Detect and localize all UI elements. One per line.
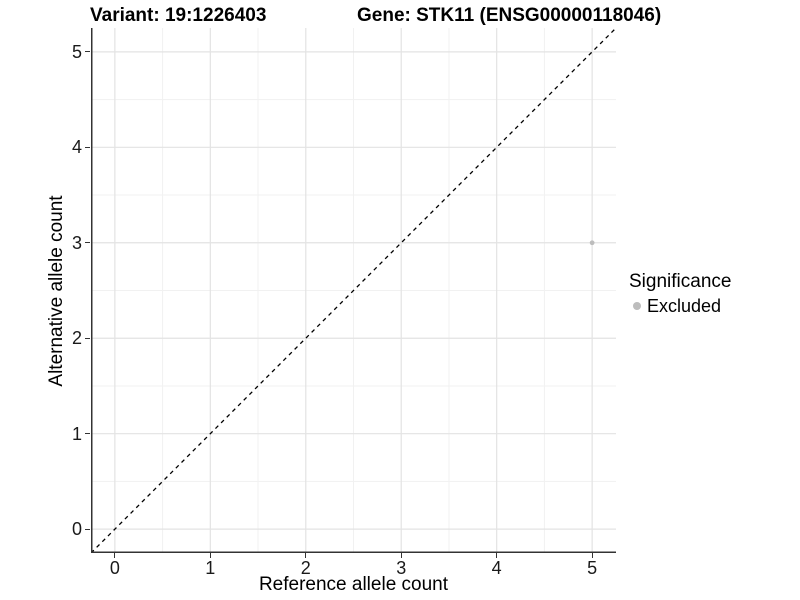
y-tick-mark — [85, 51, 90, 53]
legend-entry-excluded: Excluded — [629, 296, 731, 316]
legend: Significance Excluded — [629, 271, 731, 316]
plot-title-gene: Gene: STK11 (ENSG00000118046) — [357, 5, 662, 26]
legend-title: Significance — [629, 271, 732, 292]
y-tick-label: 4 — [71, 137, 82, 158]
y-tick-mark — [85, 242, 90, 244]
legend-point-marker-icon — [633, 302, 641, 310]
x-tick-label: 1 — [205, 558, 216, 578]
data-point-excluded — [589, 240, 595, 246]
x-tick-mark — [496, 553, 498, 558]
y-tick-mark — [85, 337, 90, 339]
y-tick-label: 5 — [71, 41, 82, 62]
y-tick-mark — [85, 433, 90, 435]
x-tick-label: 0 — [109, 558, 120, 578]
y-tick-mark — [85, 146, 90, 148]
x-tick-label: 3 — [396, 558, 407, 578]
x-tick-mark — [114, 553, 116, 558]
x-tick-mark — [400, 553, 402, 558]
chart-panel — [91, 28, 616, 553]
plot-title-variant: Variant: 19:1226403 — [90, 5, 267, 26]
x-tick-mark — [305, 553, 307, 558]
y-tick-label: 2 — [71, 328, 82, 349]
y-tick-label: 3 — [71, 232, 82, 253]
legend-entry-label: Excluded — [647, 296, 722, 316]
y-tick-label: 1 — [71, 423, 82, 444]
y-axis-title: Alternative allele count — [46, 195, 67, 387]
y-tick-label: 0 — [71, 519, 82, 540]
x-tick-mark — [591, 553, 593, 558]
x-axis-title: Reference allele count — [258, 574, 449, 595]
x-tick-label: 2 — [300, 558, 311, 578]
x-tick-mark — [209, 553, 211, 558]
x-tick-label: 5 — [587, 558, 598, 578]
x-tick-label: 4 — [491, 558, 502, 578]
y-tick-mark — [85, 528, 90, 530]
identity-reference-line — [91, 28, 616, 553]
